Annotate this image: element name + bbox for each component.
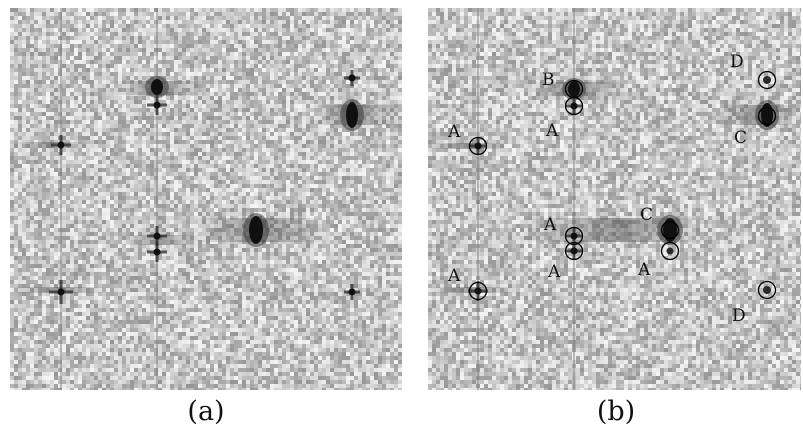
spot-a1-core xyxy=(57,141,65,149)
detection-label-5: C xyxy=(734,128,747,148)
horizontal-streak xyxy=(120,235,200,245)
vertical-streak xyxy=(156,8,158,390)
spot-c2-core xyxy=(663,218,677,242)
detection-circle-7 xyxy=(564,241,584,261)
spot-a7-core xyxy=(348,74,356,82)
spot-d2-core xyxy=(763,286,771,294)
spot-a4-core xyxy=(153,248,161,256)
detection-circle-10 xyxy=(468,281,488,301)
detection-circle-6 xyxy=(564,226,584,246)
caption-panel-a: (a) xyxy=(187,396,225,427)
detection-label-8: C xyxy=(640,205,653,225)
detection-label-11: D xyxy=(732,306,746,326)
spots-panel-a xyxy=(49,70,364,304)
detection-circle-11 xyxy=(757,280,777,300)
noise-texture xyxy=(10,8,402,390)
detection-circle-9 xyxy=(660,241,680,261)
noisy-image-panel-a xyxy=(10,8,402,390)
spot-c2-core xyxy=(249,216,263,244)
detection-circle-3 xyxy=(564,96,584,116)
detection-label-7: A xyxy=(547,262,561,282)
spot-a4-core xyxy=(570,247,578,255)
detection-label-6: A xyxy=(543,215,557,235)
spot-a6-core xyxy=(348,288,356,296)
spot-d1-core xyxy=(763,76,771,84)
detection-label-4: D xyxy=(730,52,744,72)
detection-circle-1 xyxy=(468,136,488,156)
noise-texture xyxy=(428,8,801,390)
spot-a2-core xyxy=(153,101,161,109)
horizontal-streak xyxy=(518,218,718,242)
spot-a6-core xyxy=(666,247,674,255)
spot-a3-core xyxy=(570,232,578,240)
vertical-streak xyxy=(60,8,62,390)
detection-label-10: A xyxy=(447,266,461,286)
detection-label-9: A xyxy=(637,260,651,280)
spot-a3-core xyxy=(153,232,161,240)
detection-label-2: B xyxy=(542,70,555,90)
detection-circle-5 xyxy=(757,106,777,126)
detection-labels: A B A D C A A C A A D xyxy=(447,52,747,326)
detection-label-3: A xyxy=(545,121,559,141)
spot-c1-core xyxy=(346,102,358,128)
horizontal-streak xyxy=(10,142,90,148)
detection-label-1: A xyxy=(447,122,461,142)
spot-a5-core xyxy=(57,288,65,296)
spot-b-core xyxy=(568,81,580,97)
spot-a2-core xyxy=(570,102,578,110)
detection-circle-8 xyxy=(660,220,680,240)
vertical-streak xyxy=(573,8,575,390)
spot-b-core xyxy=(151,79,163,95)
spot-a1-core xyxy=(474,142,482,150)
detection-circles xyxy=(468,70,777,301)
horizontal-streak xyxy=(428,143,508,149)
annotated-image-panel-b: A B A D C A A C A A D xyxy=(428,8,801,390)
vertical-streak xyxy=(477,8,479,390)
detection-circle-4 xyxy=(757,70,777,90)
spot-c1-core xyxy=(761,103,773,127)
caption-panel-b: (b) xyxy=(596,396,636,427)
spot-a5-core xyxy=(474,287,482,295)
